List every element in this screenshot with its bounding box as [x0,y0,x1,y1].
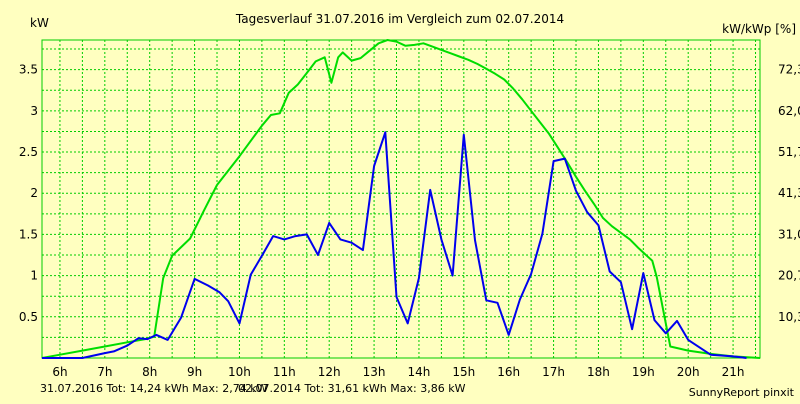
x-tick-label: 20h [677,365,700,379]
x-tick-label: 16h [497,365,520,379]
series-line-1 [41,39,761,359]
axis-ticks: 6h 7h 8h 9h 10h 11h 12h 13h 14h 15h 16h 17h 18h 19h 20… [19,63,800,379]
plot-frame [41,39,761,359]
y-tick-label-left: 0.5 [19,310,38,324]
y-tick-label-right: 20,7 [778,269,800,283]
credit-text: SunnyReport pinxit [689,386,795,399]
y-tick-label-right: 62,0 [778,104,800,118]
y-tick-label-right: 51,7 [778,145,800,159]
x-tick-label: 9h [187,365,202,379]
x-tick-label: 15h [452,365,475,379]
x-tick-label: 7h [97,365,112,379]
x-tick-label: 11h [273,365,296,379]
y-tick-label-right: 10,3 [778,310,800,324]
x-tick-label: 21h [722,365,745,379]
y-tick-label-left: 3.5 [19,63,38,77]
series1-summary: 31.07.2016 Tot: 14,24 kWh Max: 2,74 kW [40,382,268,395]
y-axis-label-left: kW [30,16,49,30]
x-tick-label: 10h [228,365,251,379]
x-tick-label: 19h [632,365,655,379]
y-tick-label-left: 3 [30,104,38,118]
x-tick-label: 13h [363,365,386,379]
series-line-2 [42,131,747,359]
y-tick-label-left: 1 [30,269,38,283]
y-tick-label-right: 41,3 [778,186,800,200]
y-tick-label-left: 2 [30,186,38,200]
x-tick-label: 18h [587,365,610,379]
x-tick-label: 6h [52,365,67,379]
x-tick-label: 12h [318,365,341,379]
chart-title: Tagesverlauf 31.07.2016 im Vergleich zum… [235,12,564,26]
series-lines [41,39,761,359]
grid [42,40,760,358]
y-tick-label-left: 1.5 [19,227,38,241]
x-tick-label: 14h [408,365,431,379]
y-tick-label-right: 31,0 [778,227,800,241]
x-tick-label: 17h [542,365,565,379]
y-axis-label-right: kW/kWp [%] [722,22,796,36]
x-tick-label: 8h [142,365,157,379]
y-tick-label-right: 72,3 [778,63,800,77]
series2-summary: 02.07.2014 Tot: 31,61 kWh Max: 3,86 kW [238,382,466,395]
y-tick-label-left: 2.5 [19,145,38,159]
